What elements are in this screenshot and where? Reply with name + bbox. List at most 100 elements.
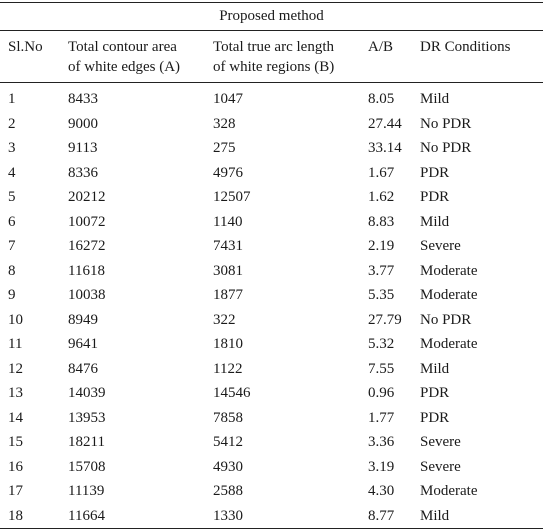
table-row: 9 10038 1877 5.35 Moderate (0, 283, 543, 308)
cell-ratio: 3.77 (368, 262, 395, 279)
table-caption: Proposed method (219, 8, 324, 24)
table-row: 1 8433 1047 8.05 Mild (0, 87, 543, 112)
table-row: 16 15708 4930 3.19 Severe (0, 455, 543, 480)
cell-sl-no: 14 (8, 409, 23, 426)
cell-ratio: 27.44 (368, 115, 402, 132)
cell-ratio: 1.77 (368, 409, 395, 426)
table-row: 18 11664 1330 8.77 Mild (0, 504, 543, 529)
header-sl-no: Sl.No (8, 39, 43, 55)
cell-ratio: 2.19 (368, 238, 395, 255)
cell-ratio: 8.83 (368, 213, 395, 230)
cell-dr-condition: Mild (420, 507, 450, 524)
cell-dr-condition: No PDR (420, 140, 472, 157)
table-row: 14 13953 7858 1.77 PDR (0, 406, 543, 431)
cell-arc-length: 2588 (213, 483, 243, 500)
header-arc-length-line2: of white regions (B) (213, 59, 335, 75)
cell-dr-condition: PDR (420, 409, 450, 426)
cell-contour-area: 11139 (68, 483, 105, 500)
cell-dr-condition: Moderate (420, 262, 478, 279)
cell-ratio: 7.55 (368, 360, 395, 377)
cell-dr-condition: Mild (420, 213, 450, 230)
cell-contour-area: 9641 (68, 336, 98, 353)
cell-sl-no: 2 (8, 115, 16, 132)
bottom-rule (0, 528, 543, 529)
cell-arc-length: 1140 (213, 213, 243, 230)
top-rule (0, 2, 543, 3)
cell-sl-no: 18 (8, 507, 23, 524)
cell-sl-no: 1 (8, 91, 16, 108)
cell-ratio: 1.67 (368, 164, 395, 181)
header-arc-length-line1: Total true arc length (213, 39, 334, 55)
cell-arc-length: 275 (213, 140, 236, 157)
cell-arc-length: 328 (213, 115, 236, 132)
cell-sl-no: 10 (8, 311, 23, 328)
table-body: 1 8433 1047 8.05 Mild 2 9000 328 27.44 No PDR 3 911… (0, 87, 543, 528)
header-contour-area-line2: of white edges (A) (68, 59, 181, 75)
table-row: 6 10072 1140 8.83 Mild (0, 210, 543, 235)
header-contour-area: Total contour area of white edges (A) (68, 37, 180, 77)
cell-sl-no: 12 (8, 360, 23, 377)
cell-dr-condition: PDR (420, 385, 450, 402)
table-row: 17 11139 2588 4.30 Moderate (0, 479, 543, 504)
table-row: 8 11618 3081 3.77 Moderate (0, 259, 543, 284)
cell-contour-area: 9000 (68, 115, 98, 132)
cell-contour-area: 14039 (68, 385, 106, 402)
cell-arc-length: 7431 (213, 238, 243, 255)
cell-ratio: 8.77 (368, 507, 395, 524)
cell-sl-no: 13 (8, 385, 23, 402)
header-ratio: A/B (368, 39, 394, 55)
header-rule (0, 82, 543, 83)
cell-sl-no: 5 (8, 189, 16, 206)
cell-contour-area: 9113 (68, 140, 98, 157)
cell-contour-area: 13953 (68, 409, 106, 426)
cell-ratio: 8.05 (368, 91, 395, 108)
cell-sl-no: 8 (8, 262, 16, 279)
table-row: 7 16272 7431 2.19 Severe (0, 234, 543, 259)
header-arc-length: Total true arc length of white regions (… (213, 37, 334, 77)
cell-arc-length: 7858 (213, 409, 243, 426)
cell-dr-condition: PDR (420, 189, 450, 206)
table-row: 2 9000 328 27.44 No PDR (0, 112, 543, 137)
data-table: 1 8433 1047 8.05 Mild 2 9000 328 27.44 No PDR 3 911… (0, 87, 543, 528)
table-row: 13 14039 14546 0.96 PDR (0, 381, 543, 406)
cell-arc-length: 4930 (213, 458, 243, 475)
cell-contour-area: 15708 (68, 458, 106, 475)
table-row: 4 8336 4976 1.67 PDR (0, 161, 543, 186)
cell-sl-no: 15 (8, 434, 23, 451)
cell-contour-area: 8433 (68, 91, 98, 108)
table-row: 15 18211 5412 3.36 Severe (0, 430, 543, 455)
cell-sl-no: 6 (8, 213, 16, 230)
cell-contour-area: 16272 (68, 238, 106, 255)
cell-ratio: 0.96 (368, 385, 395, 402)
cell-ratio: 5.32 (368, 336, 395, 353)
cell-contour-area: 10072 (68, 213, 106, 230)
cell-dr-condition: Severe (420, 434, 461, 451)
cell-contour-area: 8476 (68, 360, 98, 377)
table-row: 11 9641 1810 5.32 Moderate (0, 332, 543, 357)
cell-ratio: 1.62 (368, 189, 395, 206)
caption-rule (0, 30, 543, 31)
cell-ratio: 4.30 (368, 483, 395, 500)
cell-arc-length: 1877 (213, 287, 243, 304)
cell-ratio: 33.14 (368, 140, 402, 157)
cell-sl-no: 3 (8, 140, 16, 157)
cell-contour-area: 20212 (68, 189, 106, 206)
cell-contour-area: 8336 (68, 164, 98, 181)
cell-dr-condition: No PDR (420, 115, 472, 132)
cell-sl-no: 17 (8, 483, 23, 500)
cell-arc-length: 14546 (213, 385, 251, 402)
cell-ratio: 27.79 (368, 311, 402, 328)
cell-ratio: 3.36 (368, 434, 395, 451)
cell-dr-condition: PDR (420, 164, 450, 181)
cell-ratio: 5.35 (368, 287, 395, 304)
cell-dr-condition: Mild (420, 91, 450, 108)
cell-sl-no: 7 (8, 238, 16, 255)
header-dr-conditions: DR Conditions (420, 39, 511, 55)
cell-dr-condition: Severe (420, 458, 461, 475)
cell-dr-condition: Moderate (420, 287, 478, 304)
cell-dr-condition: No PDR (420, 311, 472, 328)
cell-arc-length: 1122 (213, 360, 243, 377)
cell-arc-length: 1047 (213, 91, 243, 108)
cell-arc-length: 5412 (213, 434, 243, 451)
